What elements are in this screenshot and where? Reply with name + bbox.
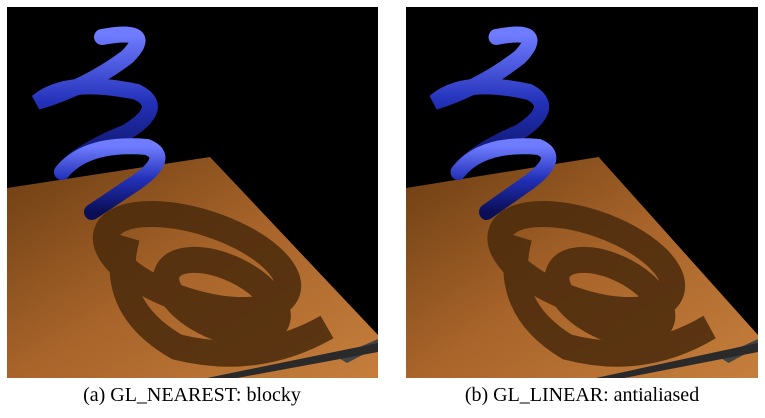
figure-page: (a) GL_NEAREST: blocky (b) GL_LINEAR: an… — [0, 0, 765, 418]
render-nearest — [7, 7, 378, 378]
render-linear — [406, 7, 758, 378]
caption: (a) GL_NEAREST: blocky — [2, 384, 382, 407]
caption: (b) GL_LINEAR: antialiased — [392, 384, 765, 407]
